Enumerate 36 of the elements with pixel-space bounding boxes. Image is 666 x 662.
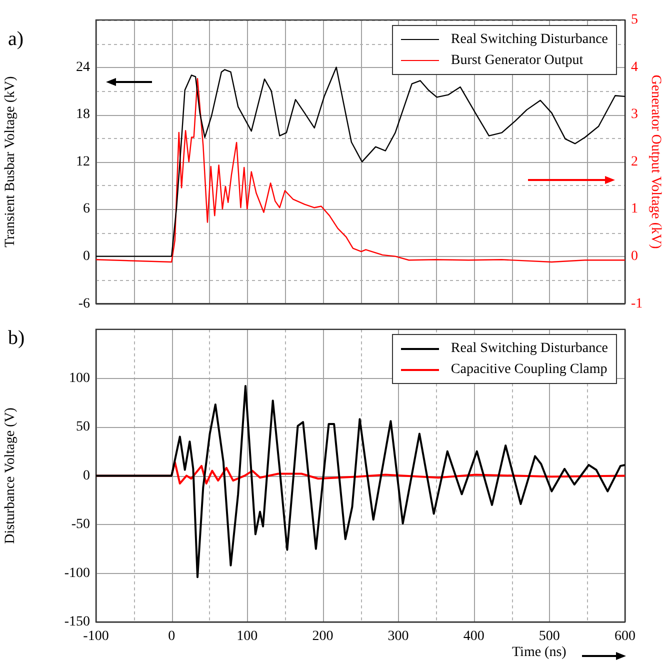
chart-title: a) bbox=[8, 28, 24, 51]
x-axis-title: Time (ns) bbox=[512, 645, 566, 661]
y2-tick-label: 1 bbox=[631, 202, 638, 217]
x-tick-label: 300 bbox=[388, 629, 409, 644]
y2-tick-label: -1 bbox=[631, 296, 643, 312]
y-tick-label: 50 bbox=[76, 420, 90, 435]
y-tick-label: -150 bbox=[64, 614, 90, 630]
x-tick-label: 200 bbox=[312, 629, 334, 644]
y-tick-label: 24 bbox=[76, 60, 90, 75]
y-tick-label: -100 bbox=[64, 566, 90, 581]
y-axis-title: Transient Busbar Voltage (kV) bbox=[3, 76, 18, 248]
legend-label: Capacitive Coupling Clamp bbox=[450, 362, 608, 378]
legend-label: Real Switching Disturbance bbox=[450, 32, 608, 48]
y-tick-label: 18 bbox=[76, 107, 90, 122]
y-tick-label: -6 bbox=[78, 296, 90, 312]
y2-tick-label: 5 bbox=[631, 12, 638, 28]
legend-label: Real Switching Disturbance bbox=[450, 340, 608, 357]
y-tick-label: 100 bbox=[69, 370, 90, 386]
legend-label: Burst Generator Output bbox=[450, 52, 584, 68]
x-tick-label: 400 bbox=[463, 629, 484, 644]
y2-tick-label: 2 bbox=[631, 154, 638, 170]
chart-title: b) bbox=[8, 327, 25, 350]
y2-tick-label: 4 bbox=[631, 60, 638, 75]
x-tick-label: 500 bbox=[538, 629, 560, 644]
y-tick-label: 0 bbox=[83, 468, 90, 484]
y2-axis-title: Generator Output Voltage (kV) bbox=[648, 74, 663, 250]
y-tick-label: 12 bbox=[76, 154, 90, 170]
y-tick-label: 0 bbox=[83, 249, 90, 264]
x-tick-label: 600 bbox=[614, 629, 636, 644]
x-tick-label: 0 bbox=[168, 629, 176, 644]
y2-tick-label: 3 bbox=[631, 107, 638, 122]
y-tick-label: 6 bbox=[83, 202, 90, 217]
y-axis-title: Disturbance Voltage (V) bbox=[3, 407, 18, 544]
x-tick-label: 100 bbox=[236, 629, 258, 644]
y-tick-label: -50 bbox=[71, 517, 90, 532]
y2-tick-label: 0 bbox=[631, 249, 638, 264]
